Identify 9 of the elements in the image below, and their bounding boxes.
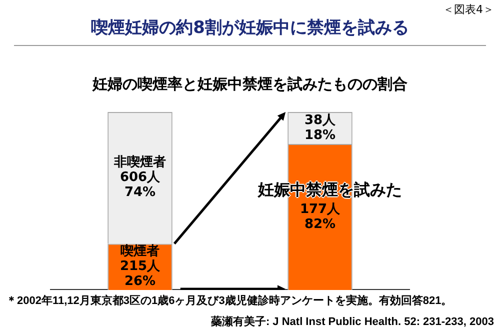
text: ＜図表4＞ xyxy=(443,2,494,17)
data-label: 38人 18% xyxy=(304,112,337,143)
chart-title: 喫煙妊婦の約8割が妊娠中に禁煙を試みる xyxy=(90,17,410,39)
data-label: 喫煙者 215人 26% xyxy=(120,244,162,290)
data-label: 177人 82% xyxy=(300,202,342,232)
text: ＊2002年11,12月東京都3区の1歳6ヶ月及び3歳児健診時アンケートを実施。有効回答821。 xyxy=(6,294,452,308)
chart-subtitle: 妊婦の喫煙率と妊娠中禁煙を試みたものの割合 xyxy=(91,75,408,94)
text: 蘂瀬有美子: J Natl Inst Public Health. 52: 231-233, 2003 xyxy=(210,314,494,329)
data-label: 非喫煙者 606人 74% xyxy=(113,155,166,200)
